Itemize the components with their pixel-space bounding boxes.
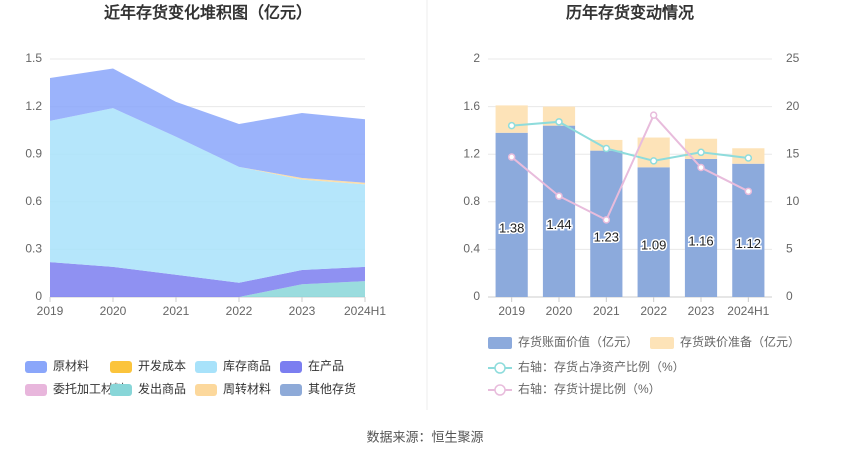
- y-tick-label: 0.9: [25, 146, 42, 160]
- legend-swatch: [650, 337, 674, 349]
- y2-tick-label: 25: [786, 51, 800, 65]
- y2-tick-label: 15: [786, 146, 800, 160]
- legend-label: 存货跌价准备（亿元）: [680, 334, 800, 349]
- bar: [732, 163, 765, 297]
- legend-label: 委托加工材料: [53, 382, 125, 396]
- y-tick-label: 0.4: [463, 242, 480, 256]
- y-tick-label: 0: [473, 289, 480, 303]
- legend-swatch: [494, 362, 506, 374]
- x-tick-label: 2024H1: [344, 304, 386, 318]
- legend-label: 其他存货: [308, 381, 356, 396]
- legend-label: 右轴：存货计提比例（%）: [518, 381, 661, 396]
- bar: [542, 106, 576, 126]
- point: [744, 154, 753, 162]
- point: [507, 153, 516, 161]
- y-tick-label: 1.5: [25, 51, 42, 65]
- y-tick-label: 1.6: [463, 99, 480, 113]
- legend-swatch: [195, 384, 217, 396]
- y2-tick-label: 10: [786, 194, 800, 208]
- legend-swatch: [25, 361, 47, 373]
- y-tick-label: 0.3: [25, 242, 42, 256]
- chart-title: 历年存货变动情况: [566, 3, 694, 22]
- legend-label: 周转材料: [223, 381, 271, 396]
- point: [649, 111, 658, 119]
- y-tick-label: 0.8: [463, 194, 480, 208]
- x-tick-label: 2022: [640, 304, 667, 318]
- legend-swatch: [195, 361, 217, 373]
- legend-label: 发出商品: [138, 381, 186, 396]
- source: 数据来源：恒生聚源: [366, 429, 483, 444]
- legend-label: 库存商品: [223, 358, 271, 373]
- area: [50, 281, 365, 297]
- x-tick-label: 2020: [100, 304, 127, 318]
- y2-tick-label: 5: [786, 242, 793, 256]
- area: [50, 68, 365, 183]
- legend-swatch: [25, 384, 47, 396]
- legend-label: 原材料: [53, 359, 89, 373]
- y2-tick-label: 0: [786, 289, 793, 303]
- data-label: 1.38: [499, 220, 524, 235]
- legend-label: 右轴：存货占净资产比例（%）: [518, 359, 685, 374]
- point: [649, 157, 658, 165]
- legend-swatch: [488, 337, 512, 349]
- y-tick-label: 1.2: [463, 146, 480, 160]
- x-tick-label: 2021: [163, 304, 190, 318]
- legend-swatch: [494, 384, 506, 396]
- legend-label: 在产品: [308, 359, 344, 373]
- area: [50, 108, 365, 283]
- legend-swatch: [280, 361, 302, 373]
- x-tick-label: 2023: [688, 304, 715, 318]
- bar: [684, 158, 718, 297]
- point: [697, 163, 705, 172]
- area: [50, 262, 365, 297]
- bar: [590, 150, 623, 297]
- bar: [637, 167, 670, 297]
- data-label: 1.12: [736, 236, 761, 251]
- x-tick-label: 2019: [37, 304, 64, 318]
- y-tick-label: 0.6: [25, 194, 42, 208]
- line: [511, 120, 749, 162]
- legend-swatch: [110, 384, 132, 396]
- x-tick-label: 2023: [289, 304, 316, 318]
- x-tick-label: 2019: [498, 304, 525, 318]
- y-tick-label: 2: [473, 51, 480, 65]
- x-tick-label: 2021: [593, 304, 620, 318]
- point: [602, 144, 611, 153]
- bar: [542, 125, 576, 297]
- legend-swatch: [280, 384, 302, 396]
- chart-title: 近年存货变化堆积图（亿元）: [104, 3, 312, 22]
- y-tick-label: 0: [35, 289, 42, 303]
- legend-label: 开发成本: [138, 358, 186, 373]
- point: [507, 121, 516, 130]
- x-tick-label: 2024H1: [727, 304, 769, 318]
- line: [511, 113, 749, 222]
- point: [555, 118, 563, 126]
- data-label: 1.44: [546, 217, 571, 232]
- legend-swatch: [110, 361, 132, 373]
- x-tick-label: 2020: [546, 304, 573, 318]
- data-label: 1.16: [688, 233, 713, 248]
- point: [602, 216, 611, 224]
- data-label: 1.09: [641, 238, 666, 253]
- legend-label: 存货账面价值（亿元）: [518, 334, 638, 349]
- data-label: 1.23: [594, 229, 619, 244]
- y2-tick-label: 20: [786, 99, 800, 113]
- point: [744, 187, 753, 196]
- point: [697, 148, 705, 157]
- point: [555, 192, 563, 200]
- y-tick-label: 1.2: [25, 99, 42, 113]
- x-tick-label: 2022: [226, 304, 253, 318]
